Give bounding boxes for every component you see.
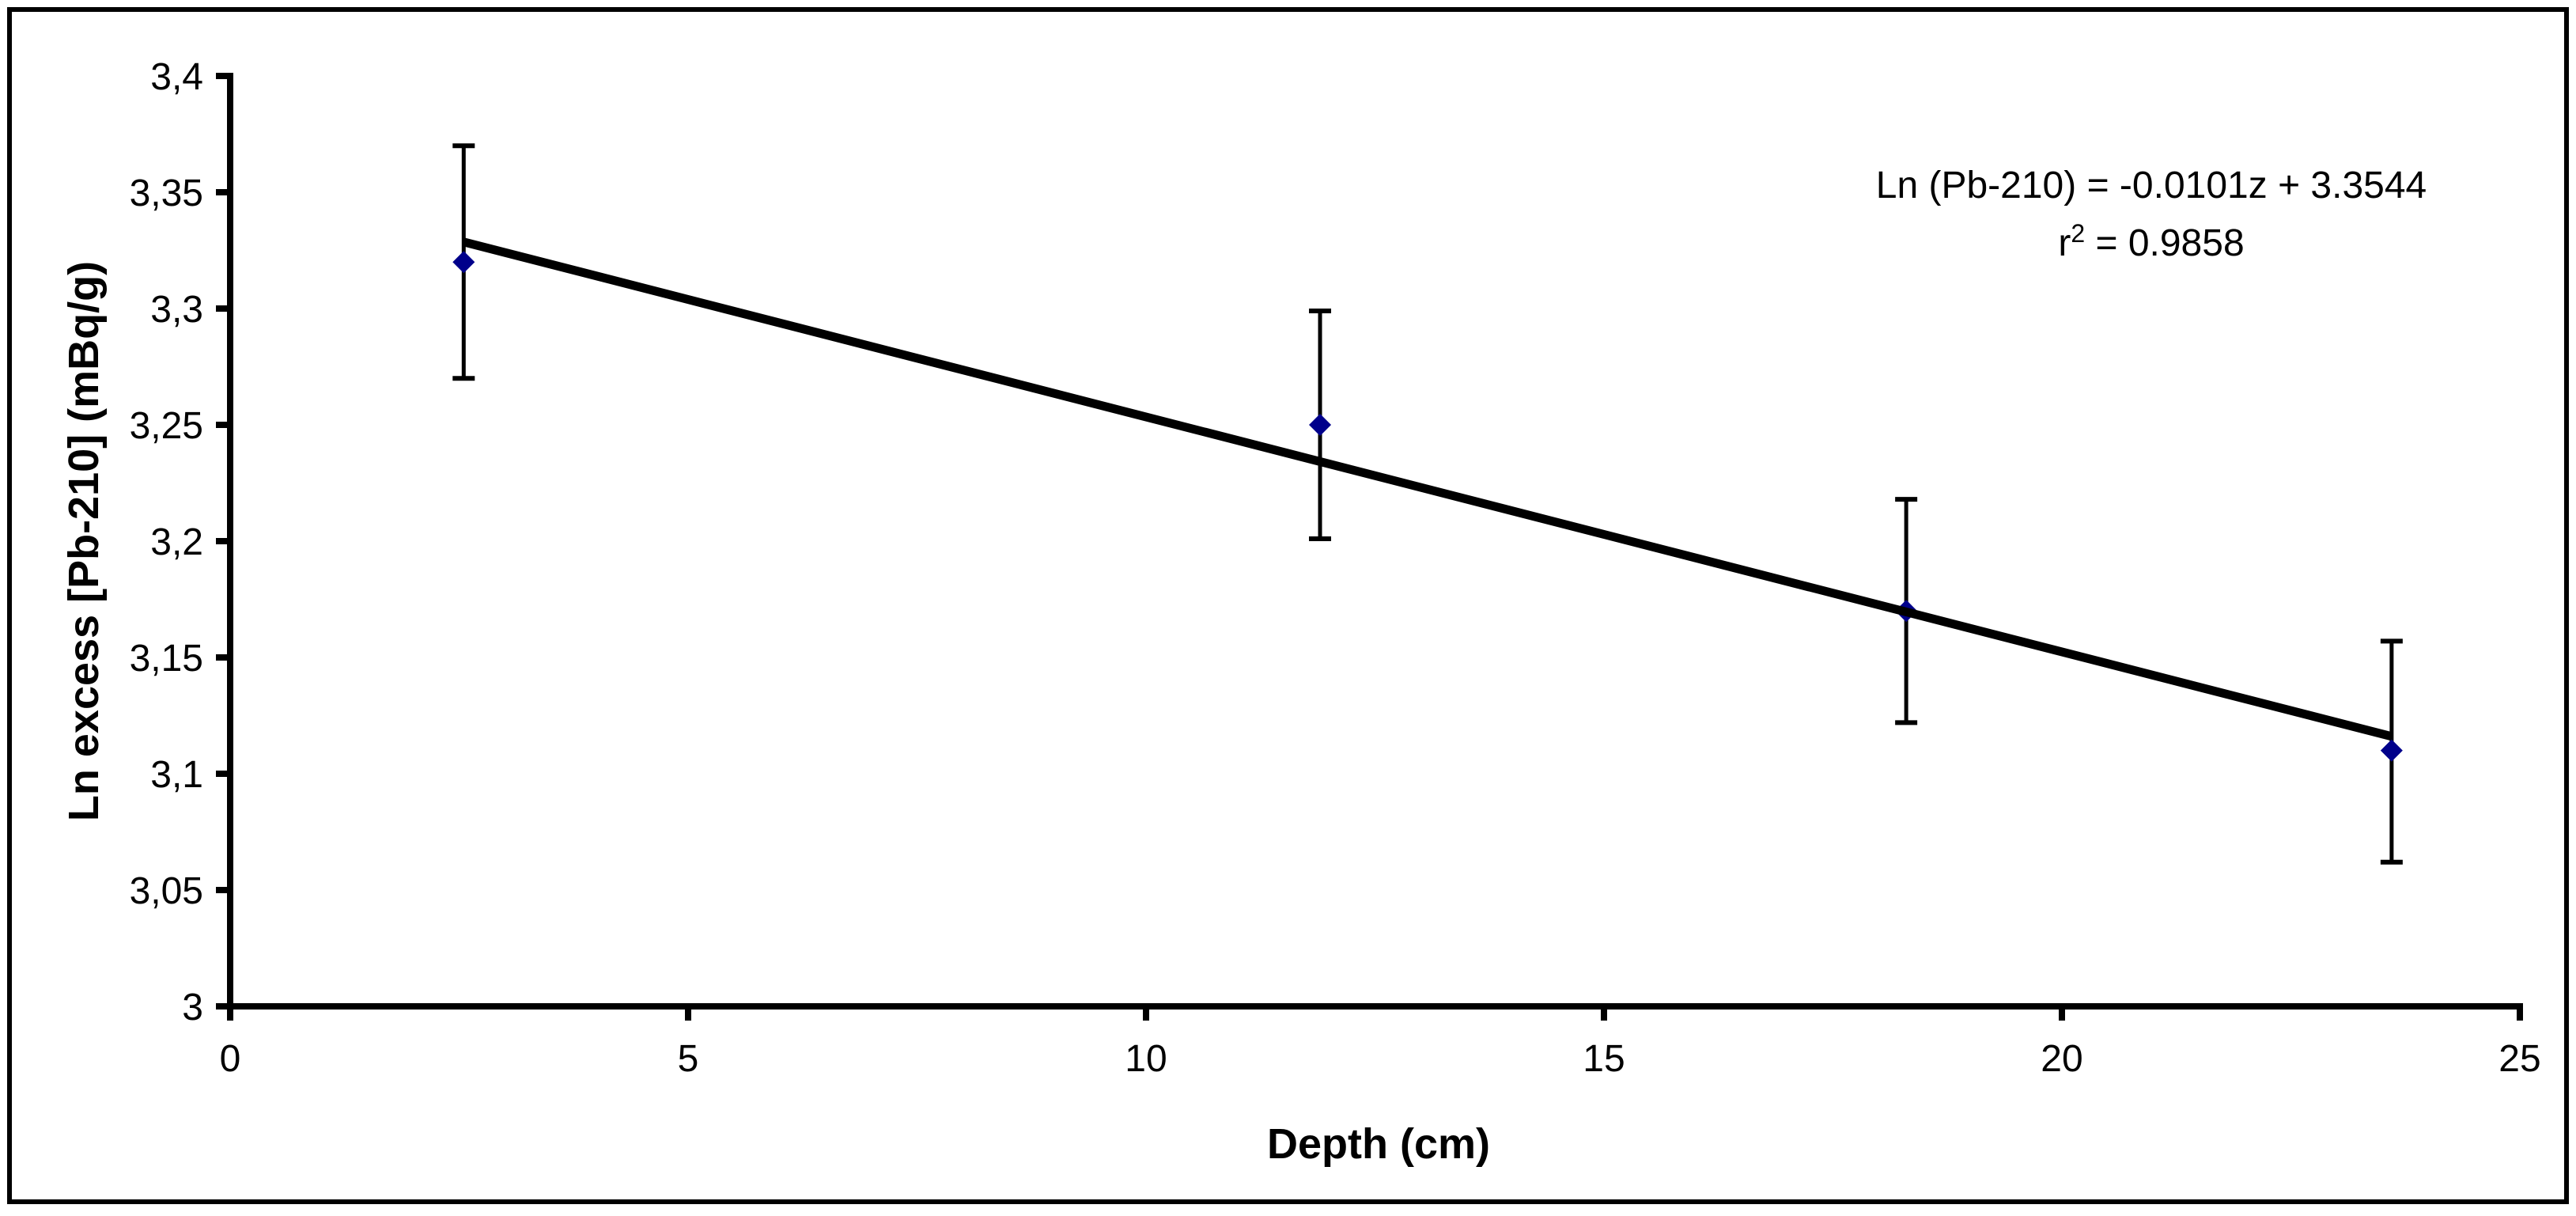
data-point-marker (452, 251, 475, 274)
y-tick-label: 3,05 (130, 870, 203, 912)
y-tick-label: 3,35 (130, 172, 203, 214)
y-tick-label: 3,25 (130, 405, 203, 447)
x-tick-label: 20 (2041, 1038, 2082, 1080)
y-tick-label: 3 (182, 987, 203, 1028)
x-tick-label: 5 (678, 1038, 699, 1080)
x-tick-label: 15 (1583, 1038, 1625, 1080)
chart-frame: 3 3,05 3,1 3,15 3,2 3,25 3,3 3,35 3,4 0 5 10 15 20 25 … (7, 7, 2569, 1204)
r-squared-base: r (2058, 222, 2071, 264)
trendline-equation: Ln (Pb-210) = -0.0101z + 3.3544 (1875, 165, 2427, 206)
y-tick-label: 3,1 (150, 754, 203, 796)
r-squared-value: = 0.9858 (2085, 222, 2245, 264)
y-tick-label: 3,3 (150, 289, 203, 331)
data-point-marker (1309, 414, 1332, 436)
x-tick-label: 10 (1125, 1038, 1167, 1080)
y-tick-label: 3,15 (130, 638, 203, 680)
data-point-marker (2380, 739, 2403, 762)
x-axis-title: Depth (cm) (1267, 1120, 1490, 1168)
y-tick-label: 3,4 (150, 56, 203, 98)
r-squared-exponent: 2 (2071, 219, 2086, 248)
y-axis-title: Ln excess [Pb-210] (mBq/g) (60, 260, 108, 822)
trendline-annotation: Ln (Pb-210) = -0.0101z + 3.3544 r2 = 0.9… (1876, 157, 2427, 272)
chart-canvas: 3 3,05 3,1 3,15 3,2 3,25 3,3 3,35 3,4 0 5 10 15 20 25 (130, 56, 2541, 1080)
trend-line (462, 237, 2393, 741)
x-tick-label: 0 (220, 1038, 241, 1080)
r-squared-line: r2 = 0.9858 (1876, 214, 2427, 272)
x-tick-label: 25 (2498, 1038, 2540, 1080)
y-tick-label: 3,2 (150, 521, 203, 563)
